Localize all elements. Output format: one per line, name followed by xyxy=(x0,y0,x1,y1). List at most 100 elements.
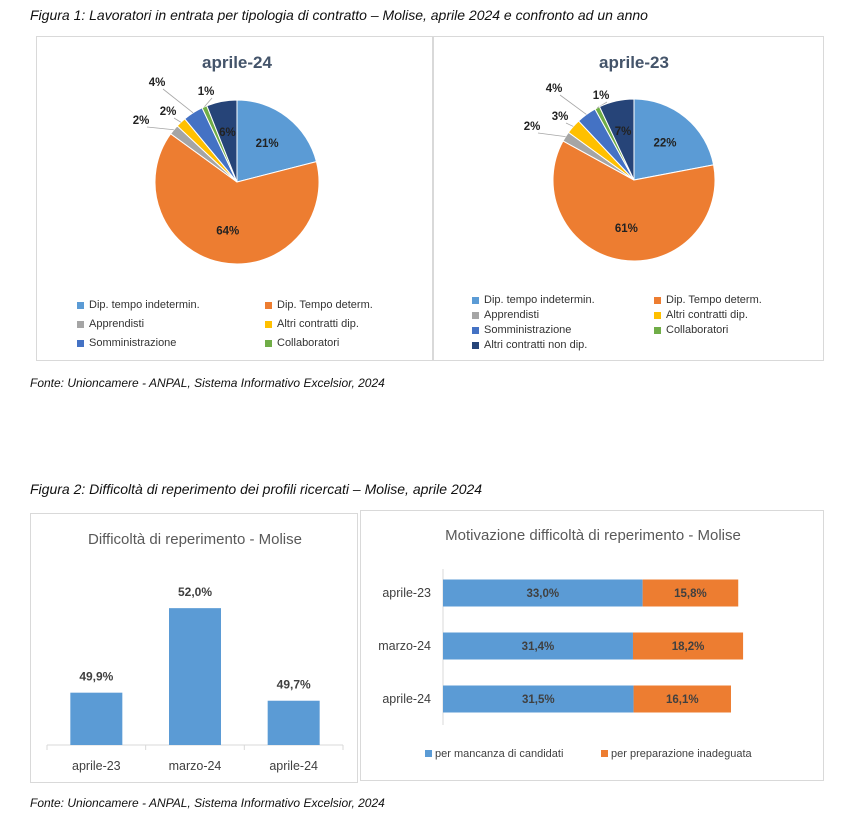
legend-label: Dip. Tempo determ. xyxy=(666,294,762,306)
pie-legend-aprile-23: Dip. tempo indetermin. Dip. Tempo determ.… xyxy=(434,37,825,362)
pie-leader-line xyxy=(597,101,608,109)
legend-swatch xyxy=(265,339,272,347)
pie-leader-line xyxy=(565,122,574,127)
pie-data-label: 64% xyxy=(216,225,239,237)
pie-leader-line xyxy=(537,132,566,137)
bar-aprile-23 xyxy=(70,692,123,745)
legend-item-per-preparazione-inadeguata: per preparazione inadeguata xyxy=(611,748,753,760)
pie-data-label: 3% xyxy=(552,111,569,123)
pie-data-label: 4% xyxy=(546,83,563,95)
bar-data-label: 49,9% xyxy=(79,670,113,684)
figure2-source: Fonte: Unioncamere - ANPAL, Sistema Info… xyxy=(30,796,385,810)
legend-label: Altri contratti non dip. xyxy=(484,339,588,351)
legend-item-collaboratori: Collaboratori xyxy=(654,324,728,336)
pie-slice-dip-tempo-determ xyxy=(552,140,716,262)
bar-segment-per-mancanza-di-candidati xyxy=(443,579,643,607)
pie-data-label: 4% xyxy=(149,77,166,89)
legend-swatch xyxy=(472,296,479,304)
bar-data-label: 33,0% xyxy=(527,588,560,600)
bar-chart-title: Difficoltà di reperimento - Molise xyxy=(88,531,302,548)
legend-item-per-mancanza-di-candidati: per mancanza di candidati xyxy=(435,748,563,760)
legend-swatch xyxy=(265,320,272,328)
legend-label: Collaboratori xyxy=(666,324,729,336)
legend-swatch xyxy=(77,320,84,328)
legend-item-dip-tempo-indetermin: Dip. tempo indetermin. xyxy=(77,299,200,311)
stacked-bar-chart-motivazione: Motivazione difficoltà di reperimento - … xyxy=(378,527,753,760)
bar-panel-difficolta: Difficoltà di reperimento - Molise 49,9% a… xyxy=(30,513,358,783)
legend-label: Somministrazione xyxy=(89,337,177,349)
legend-item-dip-tempo-determ: Dip. Tempo determ. xyxy=(265,299,373,311)
pie-data-label: 6% xyxy=(219,127,236,139)
legend-label: Altri contratti dip. xyxy=(666,309,748,321)
legend-swatch xyxy=(654,326,661,334)
legend-swatch xyxy=(77,301,84,309)
legend-label: Somministrazione xyxy=(484,324,572,336)
bar-chart-difficolta: Difficoltà di reperimento - Molise 49,9% a… xyxy=(46,531,344,773)
bar-segment-per-preparazione-inadeguata xyxy=(633,685,731,713)
pie-slice-dip-tempo-indetermin xyxy=(236,99,318,183)
legend-label: Dip. tempo indetermin. xyxy=(89,299,200,311)
legend-swatch xyxy=(77,339,84,347)
legend-swatch xyxy=(472,341,479,349)
pie-data-label: 1% xyxy=(593,90,610,102)
bar-segment-per-mancanza-di-candidati xyxy=(443,685,634,713)
pie-panel-aprile-23: aprile-23 22% 61% 2% 3% 4% 1% 7% Dip. tempo ind… xyxy=(433,36,824,361)
pie-data-label: 61% xyxy=(615,223,638,235)
bar-data-label: 49,7% xyxy=(277,678,311,692)
y-tick-label: marzo-24 xyxy=(378,639,431,653)
y-tick-label: aprile-24 xyxy=(382,692,431,706)
pie-leader-line xyxy=(146,126,174,131)
legend-swatch xyxy=(472,311,479,319)
pie-data-label: 7% xyxy=(615,126,632,138)
legend-swatch xyxy=(265,301,272,309)
pie-data-label: 22% xyxy=(653,138,676,150)
legend-swatch xyxy=(654,311,661,319)
x-tick-label: aprile-24 xyxy=(269,759,318,773)
legend-item-dip-tempo-indetermin: Dip. tempo indetermin. xyxy=(472,294,595,306)
pie-slice-dip-tempo-determ xyxy=(154,133,320,265)
legend-item-somministrazione: Somministrazione xyxy=(77,337,176,349)
legend-item-altri-contratti-dip: Altri contratti dip. xyxy=(654,309,748,321)
figure1-source: Fonte: Unioncamere - ANPAL, Sistema Info… xyxy=(30,376,385,390)
y-tick-label: aprile-23 xyxy=(382,586,431,600)
pie-title: aprile-23 xyxy=(599,53,669,72)
legend-label: Altri contratti dip. xyxy=(277,318,359,330)
legend-item-altri-contratti-dip: Altri contratti dip. xyxy=(265,318,359,330)
figure1-caption: Figura 1: Lavoratori in entrata per tipo… xyxy=(30,7,648,23)
pie-panel-aprile-24: aprile-24 21% 64% 2% 2% 4% 1% 6% Dip. tempo ind… xyxy=(36,36,433,361)
pie-slice-dip-tempo-indetermin xyxy=(633,98,715,181)
x-tick-label: aprile-23 xyxy=(72,759,121,773)
legend-label: Dip. tempo indetermin. xyxy=(484,294,595,306)
bar-data-label: 15,8% xyxy=(674,588,707,600)
pie-data-label: 2% xyxy=(524,121,541,133)
figure2-caption: Figura 2: Difficoltà di reperimento dei … xyxy=(30,481,483,497)
pie-chart-aprile-24: aprile-24 21% 64% 2% 2% 4% 1% 6% xyxy=(133,53,320,265)
bar-data-label: 31,5% xyxy=(522,694,555,706)
legend-swatch xyxy=(472,326,479,334)
legend-swatch xyxy=(601,750,608,757)
legend-item-collaboratori: Collaboratori xyxy=(265,337,339,349)
x-tick-label: marzo-24 xyxy=(169,759,222,773)
legend-item-dip-tempo-determ: Dip. Tempo determ. xyxy=(654,294,762,306)
legend-item-apprendisti: Apprendisti xyxy=(472,309,539,321)
pie-data-label: 2% xyxy=(133,115,150,127)
pie-leader-line xyxy=(162,88,194,114)
bar-aprile-24 xyxy=(267,700,320,745)
bar-data-label: 31,4% xyxy=(522,641,555,653)
pie-data-label: 21% xyxy=(256,138,279,150)
pie-slice-altri-contratti-non-dip xyxy=(206,99,238,183)
legend-label: Dip. Tempo determ. xyxy=(277,299,373,311)
legend-label: Apprendisti xyxy=(89,318,145,330)
pie-leader-line xyxy=(204,97,213,108)
bar-data-label: 18,2% xyxy=(672,641,705,653)
legend-item-apprendisti: Apprendisti xyxy=(77,318,144,330)
legend-label: Collaboratori xyxy=(277,337,340,349)
pie-slice-altri-contratti-non-dip xyxy=(598,98,635,181)
legend-swatch xyxy=(425,750,432,757)
legend-swatch xyxy=(654,296,661,304)
hbar-chart-title: Motivazione difficoltà di reperimento - … xyxy=(445,527,741,544)
bar-segment-per-mancanza-di-candidati xyxy=(443,632,633,660)
bar-marzo-24 xyxy=(169,608,221,745)
pie-legend-aprile-24: Dip. tempo indetermin. Dip. Tempo determ.… xyxy=(37,37,434,362)
pie-chart-aprile-23: aprile-23 22% 61% 2% 3% 4% 1% 7% xyxy=(524,53,716,262)
